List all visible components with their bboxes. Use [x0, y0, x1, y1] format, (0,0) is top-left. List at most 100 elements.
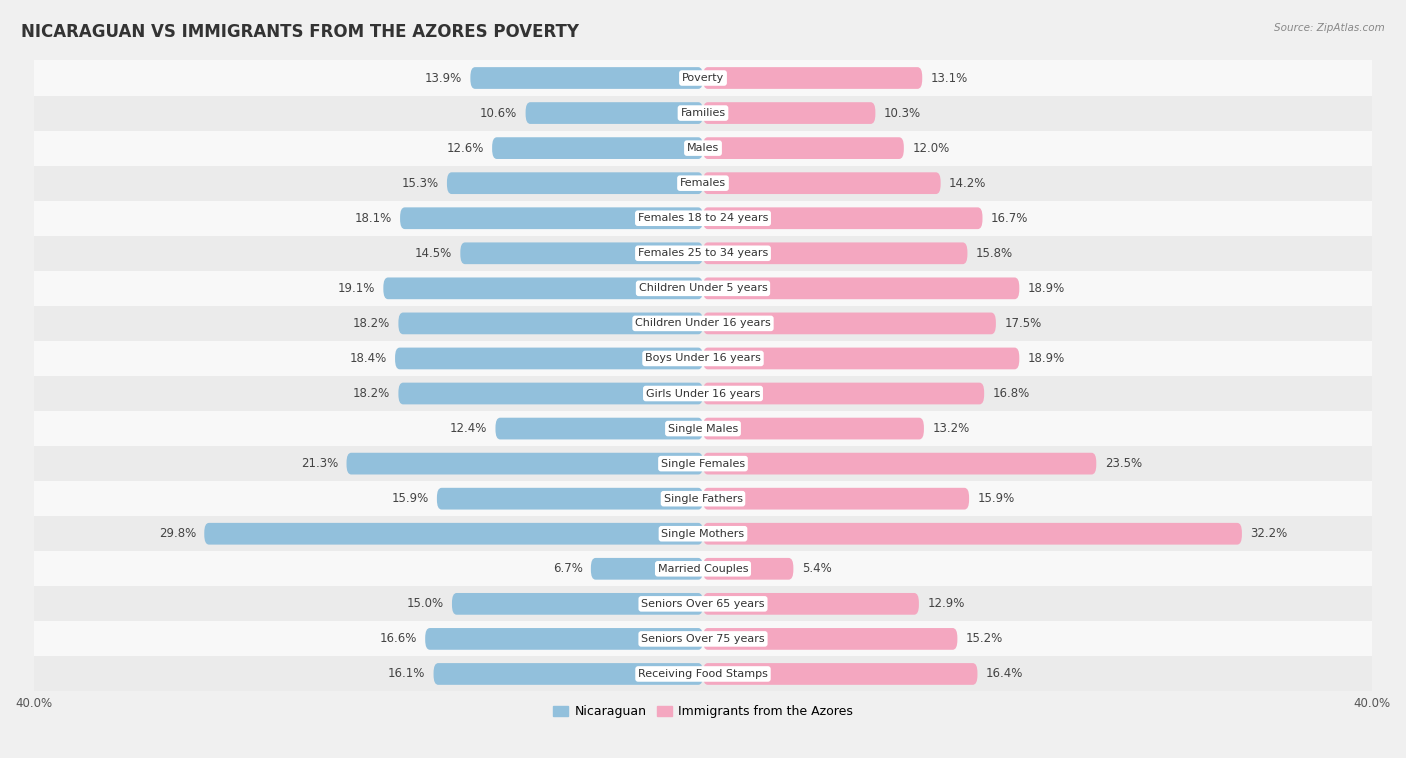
Text: Poverty: Poverty [682, 73, 724, 83]
FancyBboxPatch shape [384, 277, 703, 299]
Text: 18.9%: 18.9% [1028, 352, 1064, 365]
FancyBboxPatch shape [703, 593, 920, 615]
Bar [34, 236, 1372, 271]
FancyBboxPatch shape [703, 243, 967, 264]
Bar [34, 96, 1372, 130]
Text: 6.7%: 6.7% [553, 562, 582, 575]
Text: 15.3%: 15.3% [402, 177, 439, 190]
Bar [34, 587, 1372, 622]
FancyBboxPatch shape [703, 418, 924, 440]
Bar [34, 341, 1372, 376]
Text: 12.9%: 12.9% [928, 597, 965, 610]
FancyBboxPatch shape [703, 137, 904, 159]
Text: 16.8%: 16.8% [993, 387, 1029, 400]
Bar [34, 656, 1372, 691]
FancyBboxPatch shape [204, 523, 703, 544]
FancyBboxPatch shape [703, 453, 1097, 475]
Text: 16.4%: 16.4% [986, 668, 1024, 681]
FancyBboxPatch shape [703, 383, 984, 404]
FancyBboxPatch shape [451, 593, 703, 615]
Text: 18.9%: 18.9% [1028, 282, 1064, 295]
Text: Boys Under 16 years: Boys Under 16 years [645, 353, 761, 363]
Text: 16.7%: 16.7% [991, 211, 1028, 224]
Text: 32.2%: 32.2% [1250, 528, 1288, 540]
FancyBboxPatch shape [703, 348, 1019, 369]
Text: Children Under 16 years: Children Under 16 years [636, 318, 770, 328]
Bar [34, 516, 1372, 551]
FancyBboxPatch shape [703, 628, 957, 650]
Text: Married Couples: Married Couples [658, 564, 748, 574]
FancyBboxPatch shape [703, 67, 922, 89]
Text: 15.0%: 15.0% [406, 597, 443, 610]
FancyBboxPatch shape [492, 137, 703, 159]
Text: NICARAGUAN VS IMMIGRANTS FROM THE AZORES POVERTY: NICARAGUAN VS IMMIGRANTS FROM THE AZORES… [21, 23, 579, 41]
Text: 17.5%: 17.5% [1004, 317, 1042, 330]
Text: Single Females: Single Females [661, 459, 745, 468]
Text: Single Fathers: Single Fathers [664, 493, 742, 503]
Text: Seniors Over 65 years: Seniors Over 65 years [641, 599, 765, 609]
Text: 14.5%: 14.5% [415, 247, 451, 260]
Text: Receiving Food Stamps: Receiving Food Stamps [638, 669, 768, 679]
Text: 5.4%: 5.4% [801, 562, 831, 575]
Text: Source: ZipAtlas.com: Source: ZipAtlas.com [1274, 23, 1385, 33]
Bar [34, 551, 1372, 587]
Bar [34, 271, 1372, 306]
Text: Females: Females [681, 178, 725, 188]
FancyBboxPatch shape [460, 243, 703, 264]
Text: 19.1%: 19.1% [337, 282, 375, 295]
FancyBboxPatch shape [703, 102, 876, 124]
Text: Single Males: Single Males [668, 424, 738, 434]
FancyBboxPatch shape [398, 312, 703, 334]
Bar [34, 376, 1372, 411]
Bar [34, 201, 1372, 236]
FancyBboxPatch shape [703, 277, 1019, 299]
Text: 12.0%: 12.0% [912, 142, 949, 155]
Text: 13.1%: 13.1% [931, 71, 967, 84]
FancyBboxPatch shape [437, 488, 703, 509]
FancyBboxPatch shape [495, 418, 703, 440]
Text: 10.6%: 10.6% [479, 107, 517, 120]
Text: 16.6%: 16.6% [380, 632, 416, 645]
Bar [34, 166, 1372, 201]
FancyBboxPatch shape [398, 383, 703, 404]
Text: 29.8%: 29.8% [159, 528, 195, 540]
Text: 12.6%: 12.6% [446, 142, 484, 155]
Text: 15.2%: 15.2% [966, 632, 1002, 645]
Bar [34, 446, 1372, 481]
Legend: Nicaraguan, Immigrants from the Azores: Nicaraguan, Immigrants from the Azores [548, 700, 858, 723]
Text: 12.4%: 12.4% [450, 422, 486, 435]
Text: 13.2%: 13.2% [932, 422, 970, 435]
Text: 15.9%: 15.9% [977, 492, 1015, 505]
Text: 21.3%: 21.3% [301, 457, 339, 470]
FancyBboxPatch shape [447, 172, 703, 194]
FancyBboxPatch shape [703, 172, 941, 194]
FancyBboxPatch shape [401, 208, 703, 229]
Text: 15.8%: 15.8% [976, 247, 1012, 260]
FancyBboxPatch shape [433, 663, 703, 684]
Bar [34, 411, 1372, 446]
FancyBboxPatch shape [346, 453, 703, 475]
Text: Families: Families [681, 108, 725, 118]
Bar [34, 61, 1372, 96]
Bar [34, 622, 1372, 656]
FancyBboxPatch shape [703, 523, 1241, 544]
Text: 13.9%: 13.9% [425, 71, 463, 84]
Bar [34, 481, 1372, 516]
Text: 23.5%: 23.5% [1105, 457, 1142, 470]
Text: Girls Under 16 years: Girls Under 16 years [645, 389, 761, 399]
FancyBboxPatch shape [471, 67, 703, 89]
FancyBboxPatch shape [425, 628, 703, 650]
FancyBboxPatch shape [703, 488, 969, 509]
Text: 14.2%: 14.2% [949, 177, 987, 190]
FancyBboxPatch shape [703, 558, 793, 580]
Text: 18.4%: 18.4% [350, 352, 387, 365]
Text: Females 18 to 24 years: Females 18 to 24 years [638, 213, 768, 224]
Text: 18.2%: 18.2% [353, 317, 389, 330]
Text: Seniors Over 75 years: Seniors Over 75 years [641, 634, 765, 644]
FancyBboxPatch shape [395, 348, 703, 369]
Text: Children Under 5 years: Children Under 5 years [638, 283, 768, 293]
FancyBboxPatch shape [526, 102, 703, 124]
FancyBboxPatch shape [591, 558, 703, 580]
FancyBboxPatch shape [703, 663, 977, 684]
Text: Single Mothers: Single Mothers [661, 529, 745, 539]
